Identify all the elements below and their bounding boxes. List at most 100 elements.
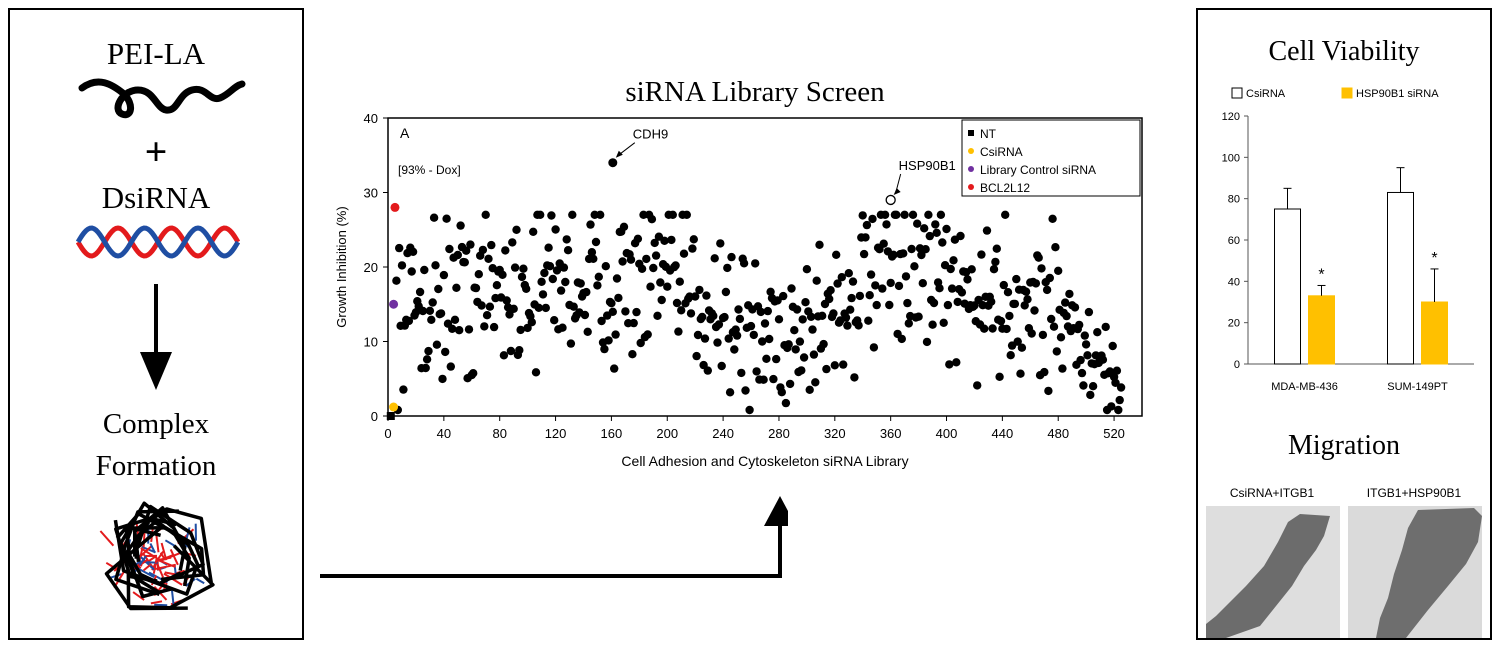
library-point [714, 320, 724, 329]
library-point [689, 235, 698, 244]
library-point [499, 351, 509, 360]
library-point [805, 385, 814, 394]
x-tick-label: 320 [824, 426, 846, 441]
library-point [988, 324, 997, 333]
library-point [907, 244, 916, 254]
legend-marker [968, 184, 974, 190]
library-point [942, 224, 951, 234]
library-point [703, 366, 712, 375]
library-point [671, 261, 680, 270]
library-point [591, 237, 601, 247]
library-point [392, 276, 401, 285]
complex-formation-panel: PEI-LA + DsiRNA Complex Formation [8, 8, 304, 640]
library-point [538, 290, 548, 299]
library-point [904, 319, 913, 328]
library-point [1017, 343, 1027, 352]
library-point [886, 278, 895, 288]
dsirna-label: DsiRNA [101, 180, 211, 215]
library-point [710, 254, 719, 263]
library-point [395, 243, 404, 253]
nanoparticle-strand [195, 577, 205, 585]
library-point [541, 303, 550, 313]
migration-label-knockdown: ITGB1+HSP90B1 [1366, 486, 1462, 500]
library-point [913, 219, 922, 228]
library-point [841, 313, 851, 322]
library-point [1031, 279, 1041, 288]
library-point [682, 210, 691, 219]
bar-category-label: MDA-MB-436 [1271, 381, 1338, 393]
library-point [982, 226, 992, 235]
library-point [1044, 386, 1053, 396]
bar-y-tick-label: 60 [1228, 235, 1240, 247]
library-point [1054, 266, 1063, 275]
library-point [1080, 331, 1089, 340]
library-point [456, 221, 465, 230]
nanoparticle-strand [160, 542, 168, 561]
library-point [837, 273, 846, 282]
library-point [597, 316, 606, 326]
library-point [427, 315, 436, 324]
library-point [894, 281, 904, 291]
library-point [487, 240, 496, 250]
library-point [1084, 307, 1094, 317]
library-point [861, 233, 870, 242]
library-point [601, 262, 610, 271]
library-point [967, 265, 976, 274]
library-point [792, 305, 802, 314]
library-point [1108, 341, 1117, 351]
legend: NT CsiRNA Library Control siRNA BCL2L12 [961, 119, 1141, 197]
library-point [610, 364, 619, 373]
library-point [431, 261, 440, 270]
library-point [765, 334, 774, 344]
library-point [1061, 298, 1070, 307]
nanoparticle-strand [154, 550, 164, 564]
library-point [550, 316, 559, 325]
nanoparticle-strand [99, 530, 115, 547]
library-point [675, 277, 684, 286]
library-point [1049, 322, 1059, 331]
library-point [492, 281, 502, 290]
arrow-down-icon [140, 284, 172, 390]
library-point [686, 309, 696, 318]
library-point [922, 337, 932, 347]
library-point [938, 238, 947, 247]
legend-marker [968, 166, 974, 172]
nanoparticle-strand [164, 539, 176, 547]
library-point [1040, 367, 1049, 377]
library-point [1076, 355, 1085, 365]
library-point [537, 277, 546, 286]
library-point [657, 295, 666, 305]
bar-y-tick-label: 40 [1228, 276, 1240, 288]
library-point [1065, 289, 1074, 299]
legend-label: BCL2L12 [980, 181, 1030, 195]
library-point [611, 330, 620, 339]
y-tick-label: 40 [364, 111, 378, 126]
library-point [865, 291, 874, 300]
library-point [1115, 395, 1124, 405]
nanoparticle-strand [138, 555, 147, 566]
library-point [1030, 306, 1039, 315]
library-point [531, 368, 541, 377]
library-point [854, 321, 863, 330]
library-point [594, 272, 603, 281]
bar-legend-label: CsiRNA [1246, 88, 1286, 100]
library-point [502, 296, 511, 305]
library-point [544, 243, 553, 252]
library-point [808, 325, 817, 334]
library-point [963, 275, 972, 284]
library-point [445, 244, 454, 254]
library-point [935, 284, 944, 293]
library-point [777, 388, 786, 397]
library-point [508, 238, 517, 247]
library-point [558, 323, 567, 332]
library-point [556, 286, 566, 295]
x-tick-label: 520 [1103, 426, 1125, 441]
nanoparticle-strand [142, 564, 151, 572]
library-point [787, 284, 796, 293]
library-point [618, 257, 627, 266]
viability-bar-chart: CsiRNA HSP90B1 siRNA 0 20 40 60 80 100 120 * MDA… [1222, 87, 1474, 393]
library-point [667, 235, 676, 245]
results-panel: Cell Viability CsiRNA HSP90B1 siRNA 0 20 40… [1196, 8, 1492, 640]
significance-marker: * [1318, 266, 1324, 283]
library-point [702, 291, 711, 300]
